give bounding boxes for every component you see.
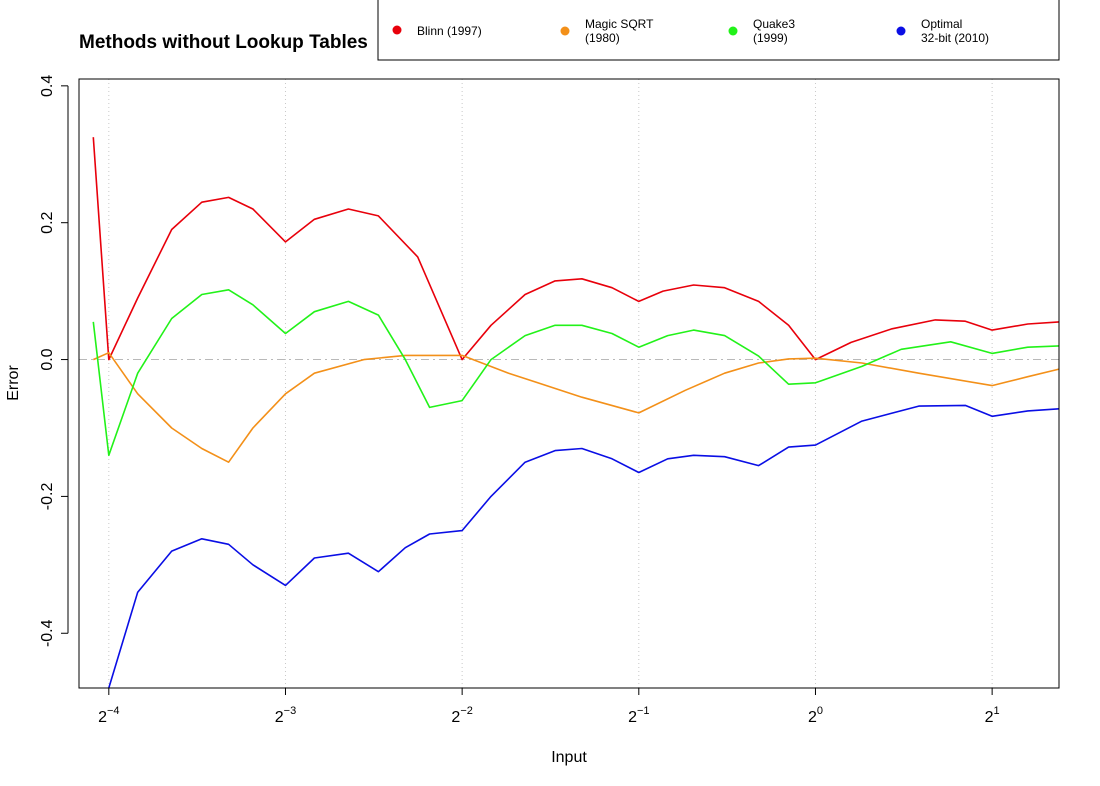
legend-swatch-1 [560,26,570,36]
x-tick-label: 20 [808,705,823,726]
x-tick-label: 21 [985,705,1000,726]
legend-box [377,0,1060,61]
legend-swatch-2 [728,26,738,36]
legend-swatch-3 [896,26,906,36]
series-line-3 [108,404,1060,689]
x-tick-label: 2−1 [628,705,649,726]
y-tick-label: 0.2 [39,211,56,233]
y-tick-label: 0.0 [39,348,56,370]
legend-label-2: Quake3 (1999) [753,17,795,45]
legend-items: Blinn (1997) Magic SQRT (1980) Quake3 (1999)… [392,17,989,45]
chart-title: Methods without Lookup Tables [79,32,368,53]
legend-label-0: Blinn (1997) [417,24,482,38]
legend: Blinn (1997) Magic SQRT (1980) Quake3 (1999)… [377,0,1060,61]
x-tick-label: 2−4 [98,705,119,726]
series-line-2 [92,289,1060,457]
y-axis-label: Error [5,365,22,401]
legend-label-1: Magic SQRT (1980) [585,17,654,45]
x-axis: 2−4 2−3 2−2 2−1 20 21 [98,687,1000,726]
y-tick-label: -0.4 [39,619,56,647]
series-lines [92,137,1060,689]
y-tick-label: 0.4 [39,75,56,97]
y-axis: -0.4 -0.2 0.0 0.2 0.4 [39,75,69,647]
x-axis-label: Input [551,749,587,766]
legend-label-3: Optimal 32-bit (2010) [921,17,989,45]
series-line-1 [92,351,1060,463]
x-tick-label: 2−2 [451,705,472,726]
x-tick-label: 2−3 [275,705,296,726]
y-tick-label: -0.2 [39,483,56,511]
legend-swatch-0 [392,25,402,35]
series-line-0 [92,137,1060,361]
